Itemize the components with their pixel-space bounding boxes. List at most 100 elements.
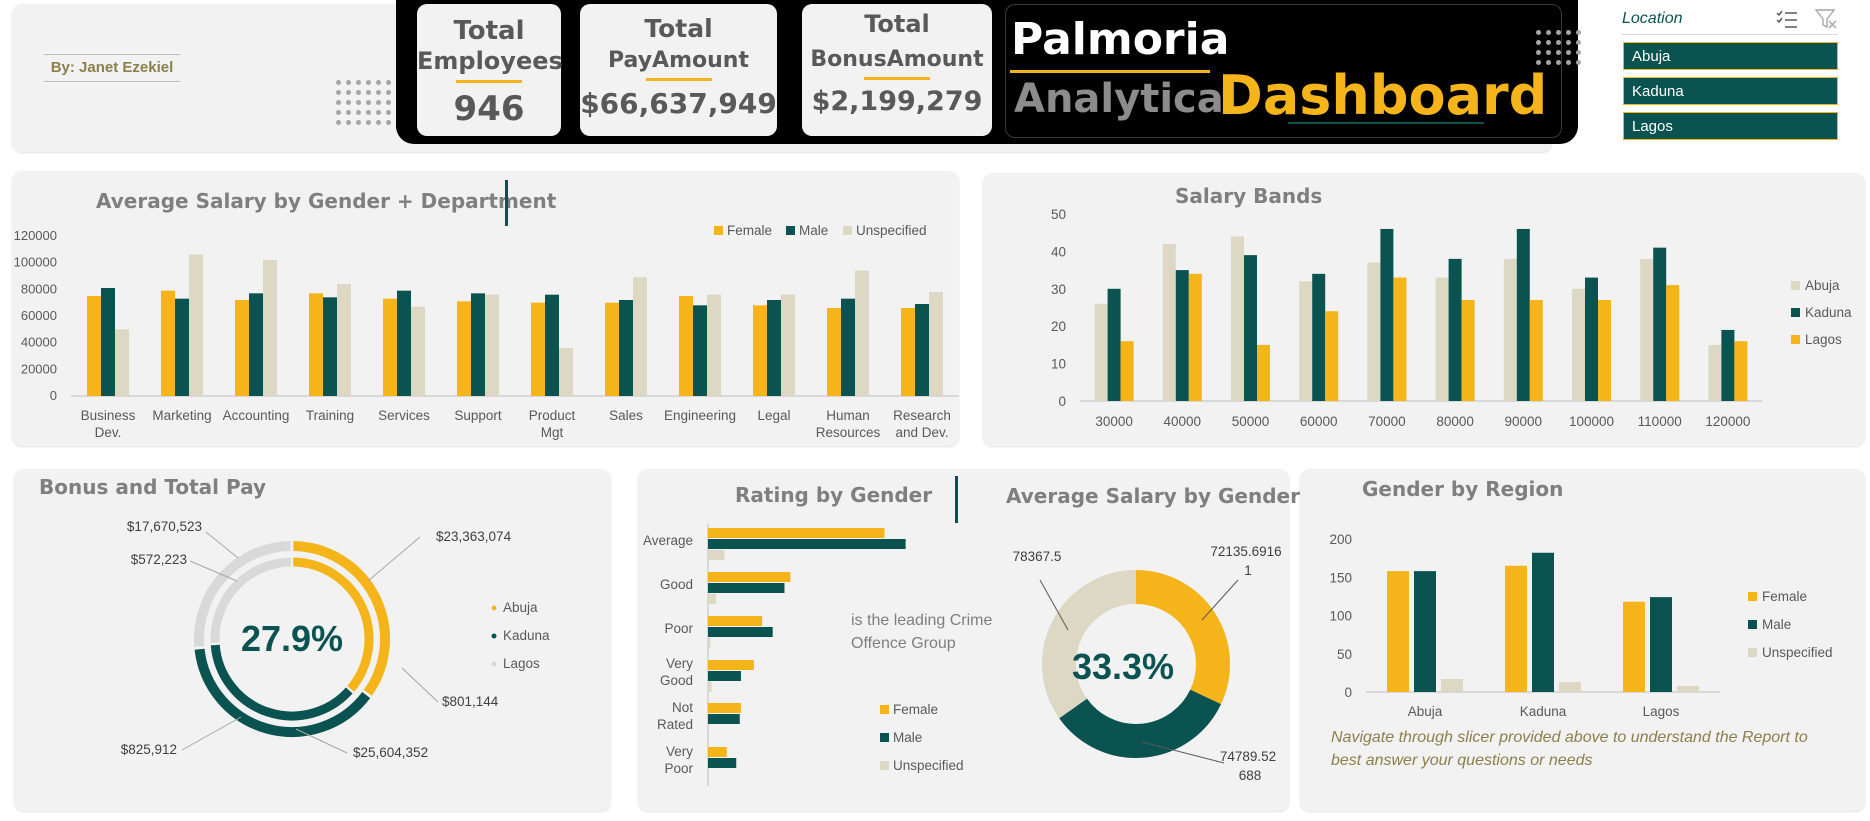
navigation-note-line-1: Navigate through slicer provided above t… xyxy=(1331,729,1808,746)
y-tick-label: 10 xyxy=(1051,357,1066,372)
bar-lagos-80000 xyxy=(1461,300,1475,401)
bar-male-legal xyxy=(767,300,781,396)
bar-unspecified-human-resources xyxy=(855,270,869,396)
x-tick-label: Product xyxy=(529,408,576,423)
bar-kaduna-60000 xyxy=(1312,273,1326,401)
bar-unspecified-engineering xyxy=(707,294,721,396)
y-tick-label: 120000 xyxy=(14,228,57,243)
kpi-total-employees: Total Employees 946 xyxy=(417,4,563,136)
data-label: 1 xyxy=(1244,563,1252,578)
leader-line xyxy=(401,667,439,703)
kpi-employees-title-1: Total xyxy=(453,16,525,46)
clear-filter-icon[interactable] xyxy=(1814,8,1838,30)
decorative-dots-right xyxy=(1536,30,1581,65)
y-tick-label: Very xyxy=(666,656,693,671)
legend-swatch-unspecified xyxy=(1748,648,1757,657)
slicer-item-lagos[interactable]: Lagos xyxy=(1623,112,1838,140)
kpi-underline xyxy=(456,79,522,83)
bar-kaduna-120000 xyxy=(1721,329,1735,401)
bar-female-average xyxy=(708,528,885,538)
bar-male-accounting xyxy=(249,293,263,396)
legend-label-male: Male xyxy=(1762,617,1791,632)
kpi-underline xyxy=(645,78,712,82)
bar-kaduna-40000 xyxy=(1175,270,1189,401)
y-tick-label: 50 xyxy=(1337,647,1352,662)
bar-male-research-and-dev xyxy=(915,304,929,396)
slicer-title: Location xyxy=(1622,10,1683,27)
y-tick-label: Average xyxy=(643,533,693,548)
bar-kaduna-110000 xyxy=(1653,247,1667,401)
bar-unspecified-very-good xyxy=(708,682,712,692)
slicer-item-abuja[interactable]: Abuja xyxy=(1623,42,1838,70)
bar-lagos-40000 xyxy=(1188,273,1202,401)
bar-female-kaduna xyxy=(1505,565,1527,692)
bar-kaduna-30000 xyxy=(1107,288,1121,401)
outer-ring-slice-kaduna xyxy=(194,648,371,737)
y-tick-label: 100000 xyxy=(14,255,57,270)
legend-label-unspecified: Unspecified xyxy=(856,223,927,238)
multi-select-icon[interactable] xyxy=(1775,8,1799,30)
bar-lagos-50000 xyxy=(1257,344,1270,401)
bar-female-services xyxy=(383,298,397,396)
brand-title-1: Palmoria xyxy=(1011,14,1230,65)
bar-female-sales xyxy=(605,302,619,396)
kpi-employees-value: 946 xyxy=(453,88,525,129)
bar-male-human-resources xyxy=(841,298,855,396)
bar-male-business-dev xyxy=(101,288,115,396)
kpi-underline xyxy=(864,77,930,81)
bar-abuja-70000 xyxy=(1367,262,1381,401)
bar-male-engineering xyxy=(693,305,707,396)
bar-male-marketing xyxy=(175,298,189,396)
bar-male-not-rated xyxy=(708,714,740,724)
bar-female-not-rated xyxy=(708,703,741,713)
inner-ring-slice-lagos xyxy=(210,557,292,643)
bonus-pay-center-value: 27.9% xyxy=(240,618,344,659)
kpi-total-pay: Total PayAmount $66,637,949 xyxy=(580,4,777,136)
bar-unspecified-services xyxy=(411,306,425,396)
y-tick-label: 30 xyxy=(1051,282,1066,297)
data-label: $17,670,523 xyxy=(127,519,202,534)
leader-line xyxy=(367,536,421,582)
rating-title: Rating by Gender xyxy=(735,483,933,507)
x-tick-label: Marketing xyxy=(152,408,211,423)
avg-salary-center-value: 33.3% xyxy=(1071,646,1175,687)
slicer-item-kaduna[interactable]: Kaduna xyxy=(1623,77,1838,105)
avg-salary-gender-title: Average Salary by Gender xyxy=(1006,484,1300,508)
bar-male-support xyxy=(471,293,485,396)
y-tick-label: Poor xyxy=(664,761,693,776)
x-tick-label: Kaduna xyxy=(1520,704,1567,719)
bar-abuja-110000 xyxy=(1640,258,1654,401)
data-label: $825,912 xyxy=(121,742,177,757)
legend-swatch-male xyxy=(1748,620,1757,629)
bar-kaduna-50000 xyxy=(1244,255,1257,401)
x-tick-label: 70000 xyxy=(1368,414,1406,429)
legend-swatch-female xyxy=(714,226,723,235)
x-tick-label: Business xyxy=(81,408,136,423)
kpi-bonus-title-2: BonusAmount xyxy=(810,46,984,72)
legend-swatch-male xyxy=(880,733,889,742)
legend-label-abuja: Abuja xyxy=(1805,278,1840,293)
bar-female-marketing xyxy=(161,290,175,396)
y-tick-label: 60000 xyxy=(21,308,57,323)
x-tick-label: 50000 xyxy=(1232,414,1270,429)
brand-title-2b: Dashboard xyxy=(1218,64,1548,127)
donut-slice-female xyxy=(1135,570,1230,705)
bar-unspecified-training xyxy=(337,284,351,396)
bar-unspecified-legal xyxy=(781,294,795,396)
crime-note: is the leading Crime Offence Group xyxy=(851,609,992,655)
bar-female-abuja xyxy=(1387,571,1409,692)
bar-unspecified-business-dev xyxy=(115,329,129,396)
bar-male-sales xyxy=(619,300,633,396)
y-tick-label: 150 xyxy=(1329,570,1352,585)
bar-lagos-90000 xyxy=(1529,300,1543,401)
data-label: 74789.52 xyxy=(1220,749,1276,764)
x-tick-label: and Dev. xyxy=(895,425,948,440)
legend-label-unspecified: Unspecified xyxy=(893,758,964,773)
bar-unspecified-accounting xyxy=(263,260,277,396)
bar-abuja-60000 xyxy=(1299,281,1313,401)
outer-ring-slice-lagos xyxy=(194,541,291,647)
navigation-note-line-2: best answer your questions or needs xyxy=(1331,752,1593,769)
